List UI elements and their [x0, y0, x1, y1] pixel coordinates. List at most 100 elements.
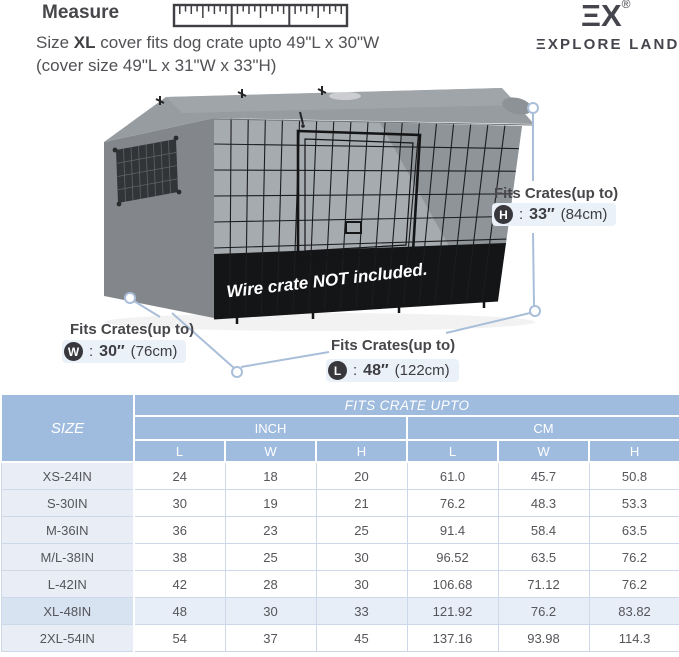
- size-rest: cover fits dog crate upto 49"L x 30"W: [95, 33, 380, 52]
- dimension-cell: 45.7: [497, 461, 590, 490]
- dimension-cell: 53.3: [588, 489, 679, 517]
- dimension-cell: 30: [315, 570, 408, 598]
- dimension-cell: 25: [315, 516, 408, 544]
- dimension-cell: 76.2: [406, 489, 499, 517]
- dimension-cell: 48.3: [497, 489, 590, 517]
- height-callout-value: H : 33″ (84cm): [492, 203, 617, 226]
- dimension-cell: 91.4: [406, 516, 499, 544]
- table-row: M/L-38IN 38 25 30 96.52 63.5 76.2: [0, 543, 679, 571]
- length-callout-label: Fits Crates(up to): [331, 337, 456, 354]
- table-row: L-42IN 42 28 30 106.68 71.12 76.2: [0, 570, 679, 598]
- crate-illustration: [104, 86, 541, 378]
- dimension-cell: 63.5: [588, 516, 679, 544]
- width-badge-icon: W: [64, 342, 83, 361]
- dimension-cell: 76.2: [588, 570, 679, 598]
- height-value: 33″: [529, 205, 555, 223]
- dimension-cell: 83.82: [588, 597, 679, 625]
- dimension-cell: 38: [133, 543, 226, 571]
- table-header-row-1: SIZE FITS CRATE UPTO: [0, 393, 679, 463]
- length-sep: :: [353, 362, 358, 379]
- dimension-cell: 45: [315, 624, 408, 652]
- crate-base-rail: [213, 298, 499, 324]
- dimension-cell: 58.4: [497, 516, 590, 544]
- column-header-w-inch: W: [224, 439, 317, 463]
- cover-top-highlight: [166, 88, 518, 113]
- dimension-cell: 18: [224, 461, 317, 490]
- dimension-cell: 23: [224, 516, 317, 544]
- size-cell: S-30IN: [0, 489, 135, 517]
- dimension-cell: 48: [133, 597, 226, 625]
- size-description: Size XL cover fits dog crate upto 49"L x…: [36, 33, 379, 53]
- length-callout-value: L : 48″ (122cm): [326, 359, 459, 382]
- cover-sheen: [329, 92, 361, 100]
- size-table: SIZE FITS CRATE UPTO INCH CM L W H L W H…: [0, 393, 679, 652]
- dimension-cell: 30: [224, 597, 317, 625]
- column-header-cm: CM: [405, 415, 679, 441]
- dimension-cell: 37: [224, 624, 317, 652]
- brand-logo-letters: ΞX: [581, 0, 622, 33]
- size-cell: M-36IN: [0, 516, 135, 544]
- dimension-cell: 28: [224, 570, 317, 598]
- table-row: 2XL-54IN 54 37 45 137.16 93.98 114.3: [0, 624, 679, 652]
- dimension-cell: 114.3: [588, 624, 679, 652]
- dimension-cell: 30: [315, 543, 408, 571]
- dimension-cell: 71.12: [497, 570, 590, 598]
- dimension-cell: 20: [315, 461, 408, 490]
- dimension-cell: 24: [133, 461, 226, 490]
- dimension-cell: 76.2: [588, 543, 679, 571]
- length-badge-icon: L: [328, 361, 347, 380]
- dimension-cell: 137.16: [406, 624, 499, 652]
- registered-trademark-icon: ®: [621, 0, 631, 11]
- column-header-size: SIZE: [0, 393, 135, 463]
- size-cell: XS-24IN: [0, 461, 135, 490]
- crate-pan: [214, 243, 506, 318]
- dimension-cell: 50.8: [588, 461, 679, 490]
- size-cell: XL-48IN: [0, 597, 135, 625]
- table-row: XS-24IN 24 18 20 61.0 45.7 50.8: [0, 461, 679, 490]
- dimension-cell: 33: [315, 597, 408, 625]
- height-badge-icon: H: [494, 205, 513, 224]
- dimension-cell: 93.98: [497, 624, 590, 652]
- dimension-cell: 96.52: [406, 543, 499, 571]
- width-value: 30″: [99, 342, 125, 360]
- brand-logo-name: ΞXPLORE LAND: [536, 36, 679, 53]
- table-header-row-2: INCH CM: [1, 415, 679, 441]
- table-header-row-3: L W H L W H: [1, 439, 679, 463]
- column-header-fits: FITS CRATE UPTO: [132, 393, 679, 417]
- column-header-l-cm: L: [406, 439, 499, 463]
- table-row: XL-48IN 48 30 33 121.92 76.2 83.82: [0, 597, 679, 625]
- height-sep: :: [519, 206, 524, 223]
- wire-grid: [213, 118, 519, 318]
- column-header-h-cm: H: [587, 439, 679, 463]
- size-cell: M/L-38IN: [0, 543, 135, 571]
- page-title: Measure: [42, 2, 120, 23]
- cover-front-edge: [213, 118, 533, 126]
- dimension-lines: [133, 113, 535, 369]
- dimension-cell: 121.92: [406, 597, 499, 625]
- cover-roll: [502, 97, 532, 115]
- cover-size-description: (cover size 49"L x 31"W x 33"H): [36, 56, 277, 75]
- dimension-cell: 106.68: [406, 570, 499, 598]
- length-value: 48″: [363, 361, 389, 379]
- table-row: S-30IN 30 19 21 76.2 48.3 53.3: [0, 489, 679, 517]
- dimension-cell: 30: [133, 489, 226, 517]
- size-cell: 2XL-54IN: [0, 624, 135, 652]
- crate-door: [296, 129, 422, 261]
- dimension-cell: 42: [133, 570, 226, 598]
- column-header-w-cm: W: [497, 439, 590, 463]
- height-metric: (84cm): [560, 206, 608, 223]
- dimension-cell: 36: [133, 516, 226, 544]
- width-callout-value: W : 30″ (76cm): [62, 340, 187, 363]
- mesh-window-grid: [116, 140, 179, 202]
- dimension-cell: 19: [224, 489, 317, 517]
- size-code: XL: [73, 33, 96, 52]
- dimension-cell: 63.5: [497, 543, 590, 571]
- cover-clips: [155, 86, 327, 125]
- cover-tie-knot: [301, 124, 305, 128]
- dimension-cell: 21: [315, 489, 408, 517]
- column-header-inch: INCH: [133, 415, 408, 441]
- width-sep: :: [89, 343, 94, 360]
- size-prefix: Size: [36, 33, 74, 52]
- ruler-icon: [172, 3, 349, 28]
